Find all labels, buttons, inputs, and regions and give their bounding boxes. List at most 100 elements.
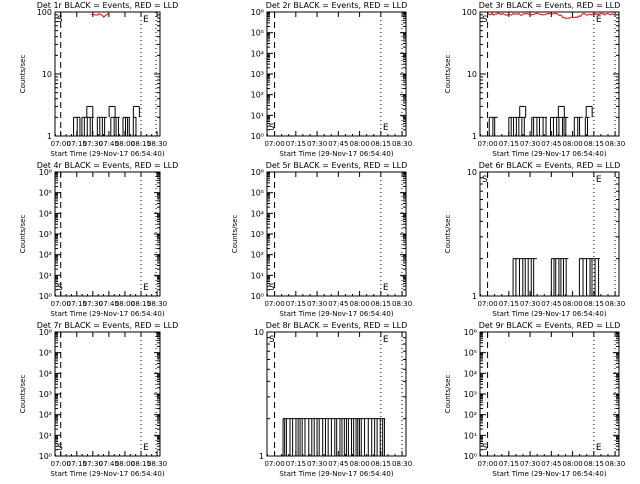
start-marker-label: S: [269, 283, 275, 293]
x-tick-label: 07:00: [51, 300, 71, 308]
x-tick-label: 08:30: [605, 300, 625, 308]
x-tick-label: 08:30: [392, 140, 412, 148]
y-axis-label: Counts/sec: [19, 55, 27, 94]
x-tick-label: 07:15: [286, 460, 306, 468]
x-tick-label: 07:00: [51, 460, 71, 468]
lld-trace: [487, 12, 616, 19]
x-tick-label: 08:30: [605, 460, 625, 468]
y-tick-label: 10⁰: [251, 292, 264, 301]
y-tick-label: 1: [472, 292, 477, 301]
x-tick-label: 07:45: [99, 300, 119, 308]
x-tick-label: 07:00: [264, 300, 284, 308]
y-tick-label: 10¹: [39, 431, 52, 440]
y-tick-label: 100: [37, 8, 52, 17]
plot-frame: [479, 11, 620, 137]
y-tick-label: 10: [467, 70, 477, 79]
end-marker-label: E: [596, 443, 602, 453]
end-marker-label: E: [596, 15, 602, 25]
x-tick-label: 08:15: [131, 300, 151, 308]
y-axis-label: Counts/sec: [444, 375, 452, 414]
end-marker-label: E: [383, 123, 389, 133]
y-tick-label: 10³: [39, 390, 52, 399]
y-tick-label: 10³: [251, 70, 264, 79]
x-tick-label: 08:15: [371, 140, 391, 148]
plot-frame: [266, 171, 407, 297]
x-tick-label: 07:00: [477, 300, 497, 308]
y-axis-label: Counts/sec: [444, 215, 452, 254]
y-tick-label: 10⁵: [39, 189, 52, 198]
x-axis-label: Start Time (29-Nov-17 06:54:40): [279, 150, 393, 158]
y-tick-label: 10³: [464, 390, 477, 399]
x-tick-label: 08:00: [349, 460, 369, 468]
y-tick-label: 10⁶: [39, 328, 52, 337]
start-marker-label: S: [269, 123, 275, 133]
x-tick-label: 07:30: [83, 460, 103, 468]
y-tick-label: 10²: [39, 411, 52, 420]
x-tick-label: 07:30: [83, 300, 103, 308]
x-axis-label: Start Time (29-Nov-17 06:54:40): [492, 150, 606, 158]
y-tick-label: 10⁶: [464, 328, 477, 337]
end-marker-label: E: [383, 283, 389, 293]
y-tick-label: 10¹: [464, 431, 477, 440]
x-tick-label: 07:15: [67, 460, 87, 468]
start-marker-label: S: [269, 335, 275, 345]
plot-frame: [54, 11, 161, 137]
detector-panel: Det 4r BLACK = Events, RED = LLD Counts/s…: [19, 161, 178, 318]
x-axis-label: Start Time (29-Nov-17 06:54:40): [492, 470, 606, 478]
x-tick-label: 08:15: [371, 300, 391, 308]
x-tick-label: 07:15: [499, 300, 519, 308]
x-tick-label: 07:30: [83, 140, 103, 148]
y-tick-label: 10¹: [251, 111, 264, 120]
x-tick-label: 08:30: [147, 300, 167, 308]
x-tick-label: 08:00: [562, 300, 582, 308]
x-tick-label: 08:30: [392, 300, 412, 308]
panel-title: Det 2r BLACK = Events, RED = LLD: [266, 1, 408, 10]
end-marker-label: E: [143, 443, 149, 453]
plot-frame: [54, 171, 161, 297]
y-tick-label: 100: [462, 8, 477, 17]
x-axis-label: Start Time (29-Nov-17 06:54:40): [279, 470, 393, 478]
y-tick-label: 10¹: [39, 271, 52, 280]
y-tick-label: 10⁵: [464, 349, 477, 358]
panel-title: Det 4r BLACK = Events, RED = LLD: [37, 161, 179, 170]
x-tick-label: 08:15: [371, 460, 391, 468]
plot-frame: [54, 331, 161, 457]
x-tick-label: 08:30: [147, 140, 167, 148]
x-tick-label: 08:15: [131, 140, 151, 148]
y-tick-label: 10⁰: [39, 452, 52, 461]
x-axis-label: Start Time (29-Nov-17 06:54:40): [50, 310, 164, 318]
detector-panel: Det 5r BLACK = Events, RED = LLD Counts/s…: [231, 161, 412, 318]
y-tick-label: 10⁵: [251, 29, 264, 38]
y-tick-label: 1: [47, 132, 52, 141]
y-tick-label: 10²: [251, 91, 264, 100]
x-axis-label: Start Time (29-Nov-17 06:54:40): [50, 470, 164, 478]
y-axis-label: Counts/sec: [19, 215, 27, 254]
panel-title: Det 9r BLACK = Events, RED = LLD: [479, 321, 621, 330]
x-tick-label: 08:00: [562, 140, 582, 148]
detector-panel: Det 2r BLACK = Events, RED = LLD 10⁰ 10¹ 10…: [251, 1, 413, 158]
x-tick-label: 08:00: [349, 140, 369, 148]
y-tick-label: 10⁵: [251, 189, 264, 198]
start-marker-label: S: [482, 175, 488, 185]
y-tick-label: 10⁴: [464, 369, 477, 378]
y-tick-label: 10⁶: [251, 168, 264, 177]
x-tick-label: 07:30: [307, 140, 327, 148]
start-marker-label: S: [57, 283, 63, 293]
x-tick-label: 07:15: [499, 140, 519, 148]
x-tick-label: 07:45: [541, 140, 561, 148]
x-tick-label: 07:30: [520, 460, 540, 468]
y-tick-label: 10⁴: [39, 369, 52, 378]
y-tick-label: 10³: [251, 230, 264, 239]
x-tick-label: 07:15: [499, 460, 519, 468]
y-tick-label: 10⁴: [39, 209, 52, 218]
detector-panel: Det 7r BLACK = Events, RED = LLD Counts/s…: [19, 321, 178, 478]
x-tick-label: 07:45: [328, 300, 348, 308]
lld-trace: [91, 13, 110, 18]
y-tick-label: 10⁶: [39, 168, 52, 177]
y-tick-label: 10: [467, 168, 477, 177]
x-tick-label: 08:30: [392, 460, 412, 468]
x-tick-label: 07:15: [286, 140, 306, 148]
x-tick-label: 07:30: [307, 300, 327, 308]
